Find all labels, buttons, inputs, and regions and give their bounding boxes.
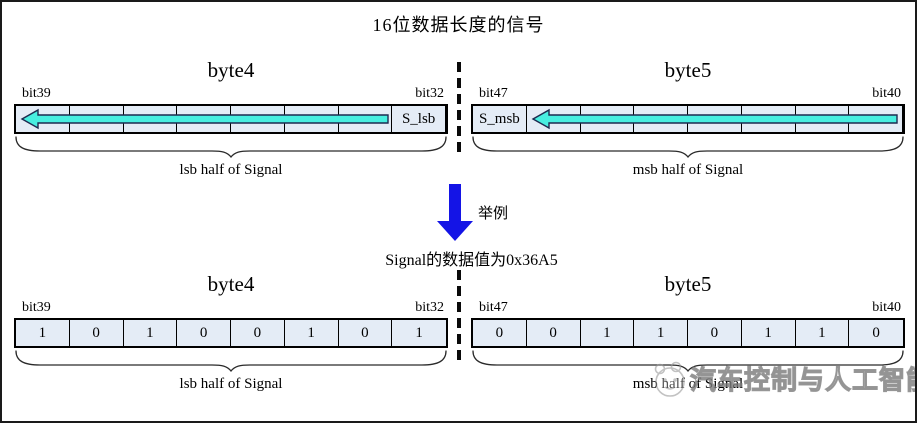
msb-half-label: msb half of Signal: [632, 376, 744, 392]
bit-cell: [339, 106, 393, 132]
bit39-label: bit39: [22, 300, 51, 315]
example-arrow-label: 举例: [478, 206, 509, 222]
bit-labels: bit47 bit40: [471, 86, 905, 104]
signal-lsb-cell: S_lsb: [392, 106, 446, 132]
bit-value-cell: 1: [124, 320, 178, 346]
watermark-logo-icon: [654, 361, 685, 397]
watermark-text: 汽车控制与人工智能: [689, 364, 917, 395]
lsb-half-label: lsb half of Signal: [179, 162, 283, 178]
bit40-label: bit40: [872, 86, 901, 101]
bit-labels: bit39 bit32: [14, 86, 448, 104]
byte5-value-row: 0 0 1 1 0 1 1 0: [471, 318, 905, 348]
bit-cell: [849, 106, 903, 132]
bit-value-cell: 0: [231, 320, 285, 346]
bit-value-cell: 0: [339, 320, 393, 346]
bottom-byte4-panel: byte4 bit39 bit32 1 0 1 0 0 1 0 1 lsb ha…: [14, 270, 448, 393]
signal-msb-cell: S_msb: [473, 106, 527, 132]
byte4-value-row: 1 0 1 0 0 1 0 1: [14, 318, 448, 348]
byte5-bit-row: S_msb: [471, 104, 905, 134]
bit-value-cell: 1: [581, 320, 635, 346]
top-byte5-panel: byte5 bit47 bit40 S_msb msb half of Sign…: [471, 56, 905, 179]
bit-value-cell: 1: [16, 320, 70, 346]
bit-value-cell: 0: [527, 320, 581, 346]
msb-half-label: msb half of Signal: [632, 162, 744, 178]
lsb-half-label: lsb half of Signal: [179, 376, 283, 392]
byte5-heading: byte5: [664, 272, 712, 296]
bit-value-cell: 0: [177, 320, 231, 346]
bottom-byte5-panel: byte5 bit47 bit40 0 0 1 1 0 1 1 0 msb ha…: [471, 270, 905, 393]
bit39-label: bit39: [22, 86, 51, 101]
bit47-label: bit47: [479, 300, 508, 315]
byte4-heading: byte4: [207, 272, 255, 296]
underbrace: [15, 350, 447, 372]
bit-value-cell: 1: [285, 320, 339, 346]
bit-value-cell: 0: [473, 320, 527, 346]
bit32-label: bit32: [415, 300, 444, 315]
example-down-arrow-icon: [437, 184, 473, 241]
msb-direction-arrow-icon: [531, 108, 898, 130]
bit-value-cell: 0: [872, 324, 880, 341]
byte-divider-dashed-line: [457, 62, 461, 158]
lsb-direction-arrow-icon: [20, 108, 389, 130]
bit-value-cell: 1: [415, 324, 423, 341]
underbrace: [472, 350, 904, 372]
top-byte4-panel: byte4 bit39 bit32 S_lsb lsb half of Sign…: [14, 56, 448, 179]
bit32-label: bit32: [415, 86, 444, 101]
bit-value-cell: 0: [688, 320, 742, 346]
byte4-bit-row: S_lsb: [14, 104, 448, 134]
example-value-text: Signal的数据值为0x36A5: [385, 252, 558, 269]
watermark: 汽车控制与人工智能: [650, 358, 915, 402]
bit-value-cell: 0: [70, 320, 124, 346]
bit40-label: bit40: [872, 300, 901, 315]
bit47-label: bit47: [479, 86, 508, 101]
byte5-heading: byte5: [664, 58, 712, 82]
byte4-heading: byte4: [207, 58, 255, 82]
underbrace: [15, 136, 447, 158]
bit-labels: bit47 bit40: [471, 300, 905, 318]
underbrace: [472, 136, 904, 158]
bit-value-cell: 1: [742, 320, 796, 346]
bit-value-cell: 1: [634, 320, 688, 346]
byte-divider-dashed-line: [457, 270, 461, 366]
bit-value-cell: 1: [796, 320, 850, 346]
diagram-title: 16位数据长度的信号: [372, 15, 545, 35]
bit-labels: bit39 bit32: [14, 300, 448, 318]
